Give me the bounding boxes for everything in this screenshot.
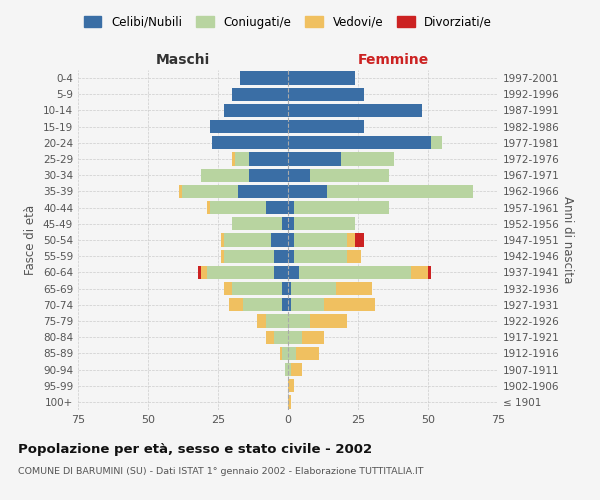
Bar: [296, 346, 319, 360]
Bar: [293, 234, 347, 246]
Bar: [341, 152, 394, 166]
Text: Femmine: Femmine: [358, 53, 428, 67]
Bar: [232, 88, 288, 101]
Bar: [199, 266, 201, 279]
Bar: [201, 168, 249, 182]
Bar: [285, 363, 288, 376]
Bar: [224, 250, 274, 263]
Bar: [288, 396, 291, 408]
Bar: [355, 234, 364, 246]
Bar: [288, 201, 293, 214]
Bar: [235, 152, 249, 166]
Bar: [291, 298, 325, 312]
Bar: [241, 72, 288, 85]
Bar: [310, 314, 347, 328]
Bar: [209, 201, 266, 214]
Bar: [232, 217, 283, 230]
Bar: [347, 234, 355, 246]
Bar: [221, 250, 224, 263]
Bar: [232, 152, 235, 166]
Bar: [283, 346, 288, 360]
Bar: [179, 185, 182, 198]
Bar: [283, 298, 288, 312]
Y-axis label: Anni di nascita: Anni di nascita: [560, 196, 574, 284]
Bar: [299, 266, 411, 279]
Bar: [288, 298, 291, 312]
Y-axis label: Fasce di età: Fasce di età: [25, 205, 37, 275]
Text: Maschi: Maschi: [156, 53, 210, 67]
Bar: [288, 120, 364, 134]
Bar: [288, 346, 296, 360]
Bar: [280, 346, 283, 360]
Bar: [335, 282, 372, 295]
Bar: [288, 185, 327, 198]
Bar: [293, 250, 347, 263]
Bar: [288, 104, 422, 117]
Bar: [347, 250, 361, 263]
Bar: [224, 104, 288, 117]
Bar: [325, 298, 375, 312]
Bar: [182, 185, 238, 198]
Bar: [232, 282, 283, 295]
Bar: [302, 330, 325, 344]
Bar: [266, 330, 274, 344]
Bar: [288, 363, 291, 376]
Bar: [288, 88, 364, 101]
Bar: [288, 266, 299, 279]
Bar: [293, 201, 389, 214]
Bar: [283, 217, 288, 230]
Bar: [229, 298, 243, 312]
Bar: [288, 136, 431, 149]
Bar: [291, 363, 302, 376]
Bar: [221, 234, 224, 246]
Bar: [291, 282, 335, 295]
Bar: [224, 234, 271, 246]
Bar: [288, 234, 293, 246]
Bar: [274, 266, 288, 279]
Legend: Celibi/Nubili, Coniugati/e, Vedovi/e, Divorziati/e: Celibi/Nubili, Coniugati/e, Vedovi/e, Di…: [79, 11, 497, 34]
Bar: [266, 201, 288, 214]
Bar: [224, 282, 232, 295]
Bar: [266, 314, 288, 328]
Text: Popolazione per età, sesso e stato civile - 2002: Popolazione per età, sesso e stato civil…: [18, 442, 372, 456]
Bar: [288, 72, 355, 85]
Bar: [327, 185, 473, 198]
Bar: [209, 120, 288, 134]
Bar: [288, 314, 310, 328]
Bar: [288, 282, 291, 295]
Bar: [249, 168, 288, 182]
Bar: [212, 136, 288, 149]
Bar: [274, 330, 288, 344]
Bar: [201, 266, 207, 279]
Bar: [411, 266, 428, 279]
Bar: [288, 250, 293, 263]
Bar: [283, 282, 288, 295]
Bar: [288, 217, 293, 230]
Bar: [310, 168, 389, 182]
Bar: [274, 250, 288, 263]
Bar: [238, 185, 288, 198]
Bar: [249, 152, 288, 166]
Text: COMUNE DI BARUMINI (SU) - Dati ISTAT 1° gennaio 2002 - Elaborazione TUTTITALIA.I: COMUNE DI BARUMINI (SU) - Dati ISTAT 1° …: [18, 468, 424, 476]
Bar: [207, 201, 209, 214]
Bar: [288, 152, 341, 166]
Bar: [271, 234, 288, 246]
Bar: [288, 168, 310, 182]
Bar: [257, 314, 266, 328]
Bar: [431, 136, 442, 149]
Bar: [243, 298, 283, 312]
Bar: [288, 330, 302, 344]
Bar: [207, 266, 274, 279]
Bar: [428, 266, 431, 279]
Bar: [293, 217, 355, 230]
Bar: [288, 379, 293, 392]
